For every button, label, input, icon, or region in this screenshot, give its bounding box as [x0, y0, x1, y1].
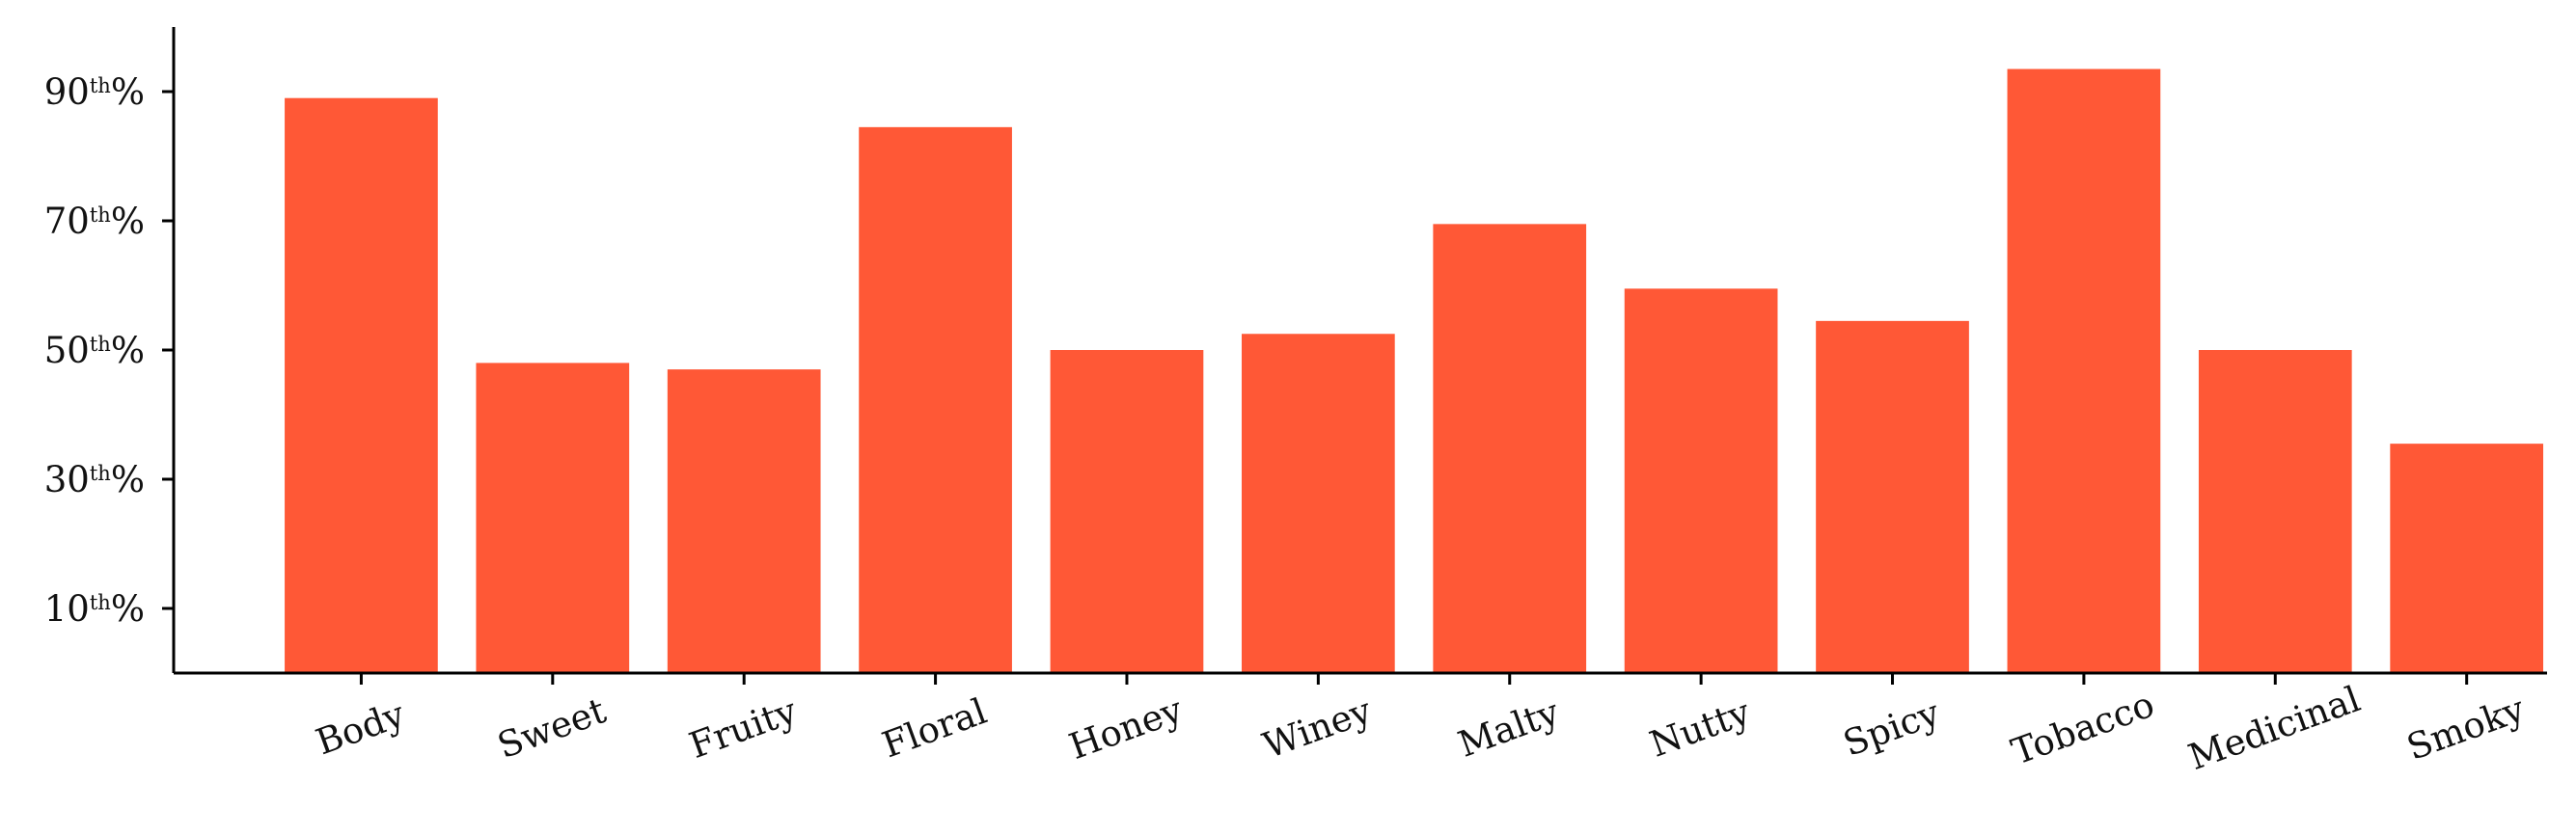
x-tick-label-floral: Floral — [877, 690, 992, 766]
y-tick-label-70: 70th% — [44, 201, 145, 242]
x-tick-label-tobacco: Tobacco — [2006, 684, 2159, 773]
y-tick-label-30: 30th% — [44, 459, 145, 500]
bar-body — [285, 97, 438, 673]
bar-floral — [859, 126, 1012, 674]
bar-spicy — [1816, 320, 1969, 673]
bars-group — [285, 68, 2544, 674]
x-tick-label-honey: Honey — [1064, 688, 1189, 768]
x-tick-label-winey: Winey — [1258, 689, 1378, 767]
bar-sweet — [476, 363, 630, 673]
bar-tobacco — [2007, 68, 2161, 674]
x-tick-label-body: Body — [311, 693, 410, 764]
x-tick-label-smoky: Smoky — [2401, 688, 2530, 769]
bar-smoky — [2390, 444, 2544, 673]
bar-malty — [1433, 224, 1587, 673]
bar-medicinal — [2198, 350, 2352, 673]
bar-nutty — [1624, 288, 1778, 673]
x-tick-label-sweet: Sweet — [492, 689, 612, 767]
y-tick-label-90: 90th% — [44, 71, 145, 113]
y-tick-label-50: 50th% — [44, 330, 145, 371]
bar-fruity — [667, 369, 821, 673]
x-tick-label-fruity: Fruity — [684, 689, 803, 767]
bar-winey — [1242, 334, 1395, 673]
bar-honey — [1050, 350, 1204, 673]
x-tick-label-malty: Malty — [1453, 691, 1565, 766]
y-tick-label-10: 10th% — [44, 588, 145, 630]
x-tick-label-nutty: Nutty — [1645, 691, 1756, 766]
x-tick-label-medicinal: Medicinal — [2183, 678, 2366, 778]
x-tick-label-spicy: Spicy — [1838, 691, 1945, 764]
y-axis-ticks: 10th% 30th% 50th% 70th% 90th% — [44, 71, 174, 630]
x-axis-ticks: Body Sweet Fruity Floral Honey Winey Malty Nutt… — [311, 673, 2530, 778]
